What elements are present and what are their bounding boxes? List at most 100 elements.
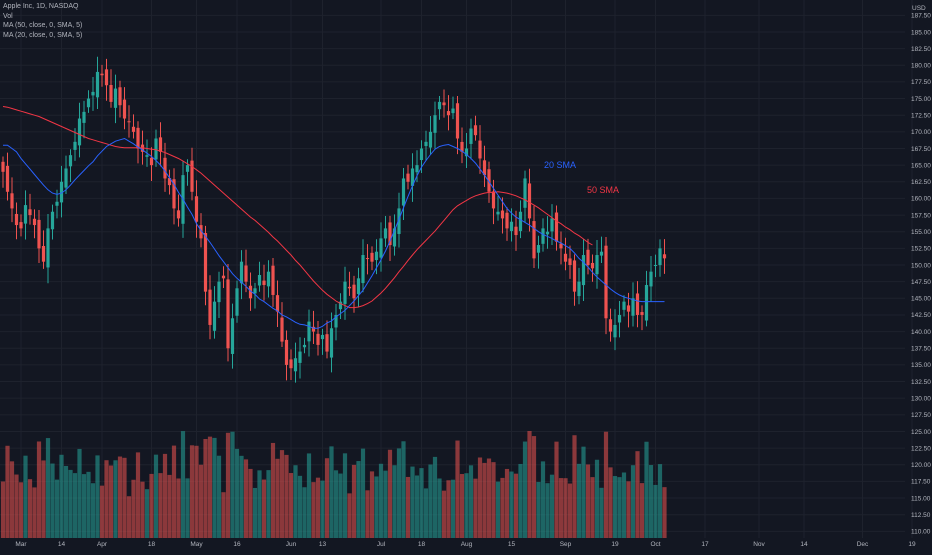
time-tick-label: Nov bbox=[753, 541, 765, 548]
time-tick-label: 19 bbox=[908, 541, 916, 548]
volume-bar bbox=[581, 446, 586, 538]
price-tick-label: 160.00 bbox=[911, 196, 931, 203]
price-axis[interactable]: 110.00 112.50 115.00 117.50 120.00 122.50 125.… bbox=[911, 13, 931, 536]
candle-body bbox=[122, 99, 127, 119]
volume-bar bbox=[144, 489, 150, 538]
volume-bar bbox=[230, 431, 235, 538]
volume-bar bbox=[576, 463, 582, 538]
candle-body bbox=[653, 265, 658, 267]
volume-bar bbox=[495, 481, 501, 538]
candle-body bbox=[203, 233, 208, 292]
volume-bar bbox=[54, 479, 60, 538]
candle-body bbox=[415, 165, 419, 173]
volume-bar bbox=[630, 465, 636, 538]
volume-bar bbox=[653, 484, 658, 538]
candle-body bbox=[239, 261, 244, 284]
candle-body bbox=[392, 228, 397, 247]
price-tick-label: 187.50 bbox=[911, 13, 931, 20]
candle-body bbox=[217, 281, 221, 303]
candle-body bbox=[397, 208, 401, 234]
volume-bar bbox=[104, 460, 109, 538]
volume-bar bbox=[266, 470, 271, 538]
volume-bar bbox=[185, 478, 190, 538]
volume-bar bbox=[239, 455, 244, 538]
volume-bar bbox=[572, 435, 577, 538]
candle-body bbox=[523, 178, 527, 208]
volume-bar bbox=[261, 479, 267, 538]
volume-bar bbox=[473, 478, 478, 538]
candle-body bbox=[154, 138, 158, 160]
volume-bar bbox=[5, 445, 10, 538]
candle-body bbox=[316, 333, 320, 345]
time-tick-label: May bbox=[190, 541, 203, 548]
volume-bar bbox=[149, 473, 154, 538]
candle-body bbox=[473, 125, 478, 136]
candle-body bbox=[451, 108, 455, 114]
candle-body bbox=[136, 127, 140, 149]
volume-bar bbox=[45, 438, 51, 538]
price-tick-label: 122.50 bbox=[911, 445, 931, 452]
volume-bar bbox=[99, 485, 105, 538]
volume-bar bbox=[378, 463, 384, 538]
time-tick-label: 16 bbox=[233, 541, 241, 548]
candle-body bbox=[86, 98, 91, 108]
time-tick-label: 19 bbox=[611, 541, 619, 548]
volume-bar bbox=[486, 458, 492, 538]
candle-body bbox=[536, 245, 541, 253]
price-tick-label: 165.00 bbox=[911, 162, 931, 169]
candle-body bbox=[514, 226, 518, 236]
candle-body bbox=[626, 305, 631, 312]
volume-bar bbox=[158, 473, 163, 538]
price-tick-label: 112.50 bbox=[911, 512, 931, 519]
time-tick-label: 14 bbox=[58, 541, 66, 548]
legend-ma50[interactable]: MA (50, close, 0, SMA, 5) bbox=[3, 22, 83, 29]
price-tick-label: 110.00 bbox=[911, 529, 931, 536]
volume-bar bbox=[338, 473, 343, 538]
volume-bar bbox=[311, 482, 316, 538]
volume-bar bbox=[95, 455, 100, 538]
candle-body bbox=[401, 178, 406, 206]
volume-bar bbox=[401, 441, 406, 538]
legend-volume[interactable]: Vol bbox=[3, 12, 13, 20]
candle-body bbox=[230, 318, 235, 354]
volume-bar bbox=[279, 450, 285, 538]
candle-body bbox=[149, 157, 154, 166]
legend-symbol[interactable]: Apple Inc, 1D, NASDAQ bbox=[3, 3, 79, 10]
volume-bar bbox=[639, 483, 645, 538]
volume-bar bbox=[0, 481, 6, 538]
volume-bar bbox=[207, 436, 213, 538]
candle-body bbox=[1, 161, 5, 172]
volume-bars bbox=[0, 431, 667, 538]
candle-body bbox=[320, 334, 325, 340]
volume-bar bbox=[405, 476, 411, 538]
candle-body bbox=[581, 255, 586, 286]
volume-bar bbox=[225, 432, 231, 538]
volume-bar bbox=[288, 473, 294, 538]
volume-bar bbox=[374, 476, 379, 538]
volume-bar bbox=[558, 478, 564, 538]
candle-body bbox=[550, 218, 554, 232]
candle-body bbox=[487, 169, 491, 192]
candle-body bbox=[271, 265, 275, 295]
price-tick-label: 177.50 bbox=[911, 79, 931, 86]
price-tick-label: 127.50 bbox=[911, 412, 931, 419]
time-axis[interactable]: Mar 14 Apr 18 May 16 Jun 13 Jul 18 Aug 15 Sep 19 Oct 17… bbox=[15, 541, 932, 548]
candle-body bbox=[311, 326, 316, 332]
volume-bar bbox=[423, 488, 429, 538]
candle-body bbox=[505, 212, 509, 229]
candle-body bbox=[464, 148, 469, 157]
price-tick-label: 172.50 bbox=[911, 113, 931, 120]
volume-bar bbox=[59, 454, 64, 538]
volume-bar bbox=[351, 464, 357, 538]
volume-bar bbox=[527, 431, 532, 538]
volume-bar bbox=[36, 441, 42, 538]
sma20-line bbox=[3, 137, 665, 329]
volume-bar bbox=[387, 449, 393, 538]
candle-body bbox=[460, 141, 464, 152]
legend-ma20[interactable]: MA (20, close, 0, SMA, 5) bbox=[3, 31, 83, 39]
volume-bar bbox=[459, 474, 465, 538]
volume-bar bbox=[455, 440, 460, 538]
candle-body bbox=[365, 258, 370, 260]
volume-bar bbox=[450, 479, 456, 538]
